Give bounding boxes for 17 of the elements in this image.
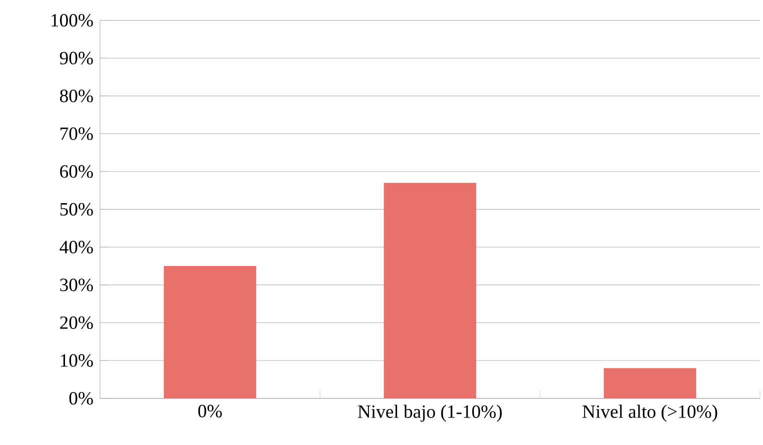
y-tick-label: 90%: [60, 52, 93, 64]
y-tick-label: 80%: [60, 90, 93, 102]
y-tick-label: 70%: [60, 127, 93, 140]
x-tick-label: Nivel bajo (1-10%): [358, 404, 502, 422]
x-tick-label: Nivel alto (>10%): [582, 404, 718, 422]
y-tick-label: 40%: [60, 240, 93, 254]
x-tick-label: 0%: [198, 404, 222, 418]
y-tick-label: 20%: [60, 316, 93, 330]
y-tick-label: 100%: [52, 14, 93, 27]
y-tick-label: 60%: [60, 165, 93, 178]
bar: [384, 182, 476, 398]
y-tick-label: 0%: [69, 392, 93, 405]
bar: [604, 368, 696, 398]
y-tick-label: 30%: [60, 278, 93, 292]
y-tick-label: 10%: [60, 354, 93, 367]
bar: [164, 266, 256, 398]
y-tick-label: 50%: [60, 202, 93, 216]
